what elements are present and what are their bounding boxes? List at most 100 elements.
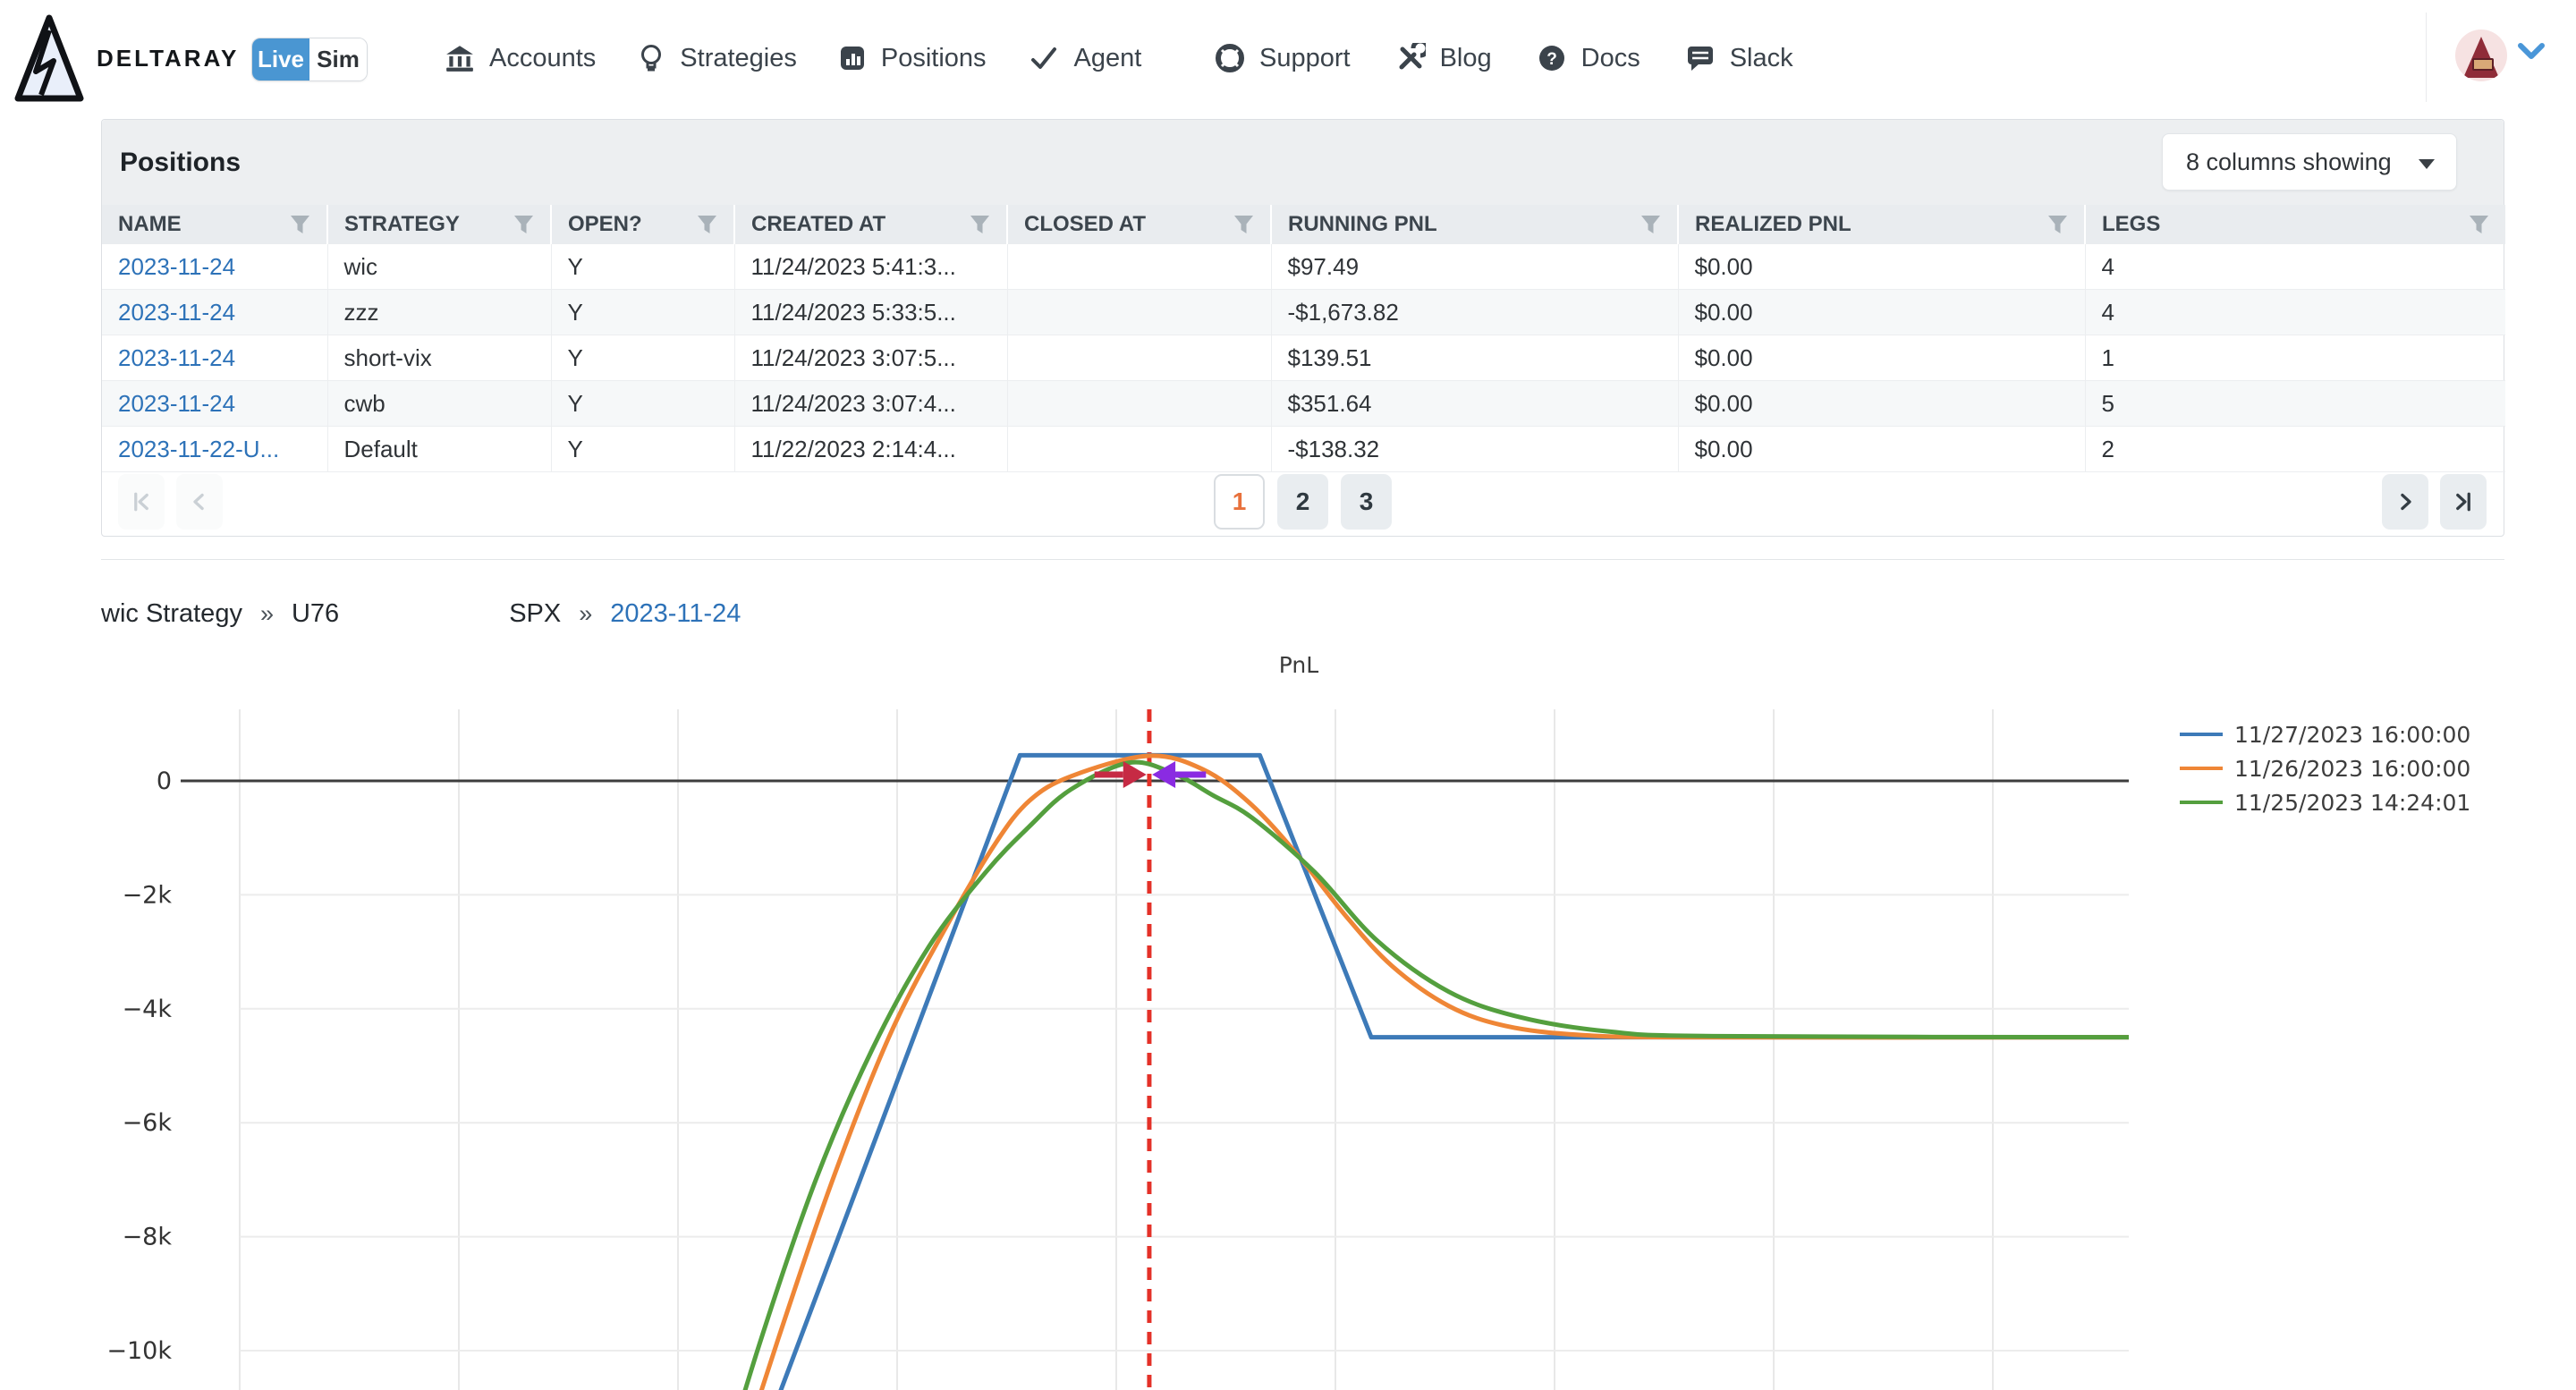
page-button-1[interactable]: 1 <box>1214 474 1265 530</box>
table-header-row: NAME STRATEGY OPEN? CREATED AT CLOSED AT RUNN… <box>102 205 2505 244</box>
breadcrumb-account: U76 <box>291 598 340 628</box>
column-header-running_pnl[interactable]: RUNNING PNL <box>1270 205 1678 244</box>
page-button-2[interactable]: 2 <box>1277 474 1328 530</box>
column-header-name[interactable]: NAME <box>102 205 327 244</box>
nav-item-accounts[interactable]: Accounts <box>445 43 596 73</box>
cell-name: 2023-11-24 <box>102 289 327 335</box>
cell-legs: 1 <box>2084 335 2505 381</box>
series-line <box>742 759 2129 1390</box>
table-row: 2023-11-24 wic Y 11/24/2023 5:41:3... $97.49… <box>102 244 2505 290</box>
cell-created_at: 11/24/2023 5:33:5... <box>733 289 1007 335</box>
last-page-button[interactable] <box>2440 474 2487 530</box>
nav-item-label: Slack <box>1729 43 1793 72</box>
position-name-link[interactable]: 2023-11-24 <box>118 252 236 280</box>
filter-funnel-icon[interactable] <box>1233 215 1254 234</box>
filter-funnel-icon[interactable] <box>2469 215 2489 234</box>
toggle-live[interactable]: Live <box>252 38 309 81</box>
position-name-link[interactable]: 2023-11-24 <box>118 298 236 326</box>
filter-funnel-icon[interactable] <box>290 215 310 234</box>
cell-closed_at <box>1006 244 1271 290</box>
nav-item-label: Accounts <box>489 43 597 72</box>
cell-created_at: 11/24/2023 3:07:5... <box>733 335 1007 381</box>
nav-item-support[interactable]: Support <box>1215 43 1351 73</box>
nav-item-docs[interactable]: ? Docs <box>1537 43 1640 73</box>
cell-name: 2023-11-24 <box>102 380 327 427</box>
live-sim-toggle: Live Sim <box>251 38 368 81</box>
nav-item-agent[interactable]: Agent <box>1028 44 1141 73</box>
cell-open: Y <box>550 335 734 381</box>
legend-label: 11/27/2023 16:00:00 <box>2234 722 2470 748</box>
avatar-figure-detail <box>2472 58 2494 71</box>
table-row: 2023-11-22-U... Default Y 11/22/2023 2:14:4… <box>102 426 2505 472</box>
cell-created_at: 11/24/2023 5:41:3... <box>733 244 1007 290</box>
series-line <box>758 753 2129 1390</box>
bank-icon <box>445 43 475 73</box>
filter-funnel-icon[interactable] <box>513 215 534 234</box>
y-tick-label: −2k <box>123 881 173 909</box>
nav-item-label: Docs <box>1580 43 1640 72</box>
chat-icon <box>1685 43 1716 73</box>
cell-strategy: Default <box>326 426 551 472</box>
cell-open: Y <box>550 244 734 290</box>
filter-funnel-icon[interactable] <box>2047 215 2068 234</box>
position-name-link[interactable]: 2023-11-24 <box>118 343 236 371</box>
cell-running_pnl: $139.51 <box>1270 335 1678 381</box>
nav-item-label: Strategies <box>680 43 797 72</box>
series-line <box>778 752 2129 1390</box>
nav-group-primary: Accounts Strategies Positions Agent <box>445 0 1141 116</box>
checkmark-icon <box>1028 44 1060 72</box>
pnl-chart: PnL 0 −2k −4k −6k −8k −10k 11/27/2023 16:00:00 1… <box>106 652 2470 1390</box>
cell-closed_at <box>1006 380 1271 427</box>
cell-running_pnl: -$1,673.82 <box>1270 289 1678 335</box>
deltaray-logo-icon[interactable] <box>14 14 84 102</box>
column-header-realized_pnl[interactable]: REALIZED PNL <box>1677 205 2085 244</box>
nav-item-slack[interactable]: Slack <box>1685 43 1793 73</box>
column-header-label: CLOSED AT <box>1024 212 1146 236</box>
column-header-closed_at[interactable]: CLOSED AT <box>1006 205 1271 244</box>
cell-legs: 2 <box>2084 426 2505 472</box>
question-circle-icon: ? <box>1537 43 1567 73</box>
nav-item-blog[interactable]: Blog <box>1395 43 1492 73</box>
filter-funnel-icon[interactable] <box>697 215 717 234</box>
next-page-button[interactable] <box>2382 474 2428 530</box>
nav-item-label: Support <box>1259 43 1351 72</box>
cell-strategy: short-vix <box>326 335 551 381</box>
toggle-sim[interactable]: Sim <box>309 38 367 81</box>
life-ring-icon <box>1215 43 1245 73</box>
filter-funnel-icon[interactable] <box>970 215 990 234</box>
chart-title: PnL <box>1279 652 1318 678</box>
cell-name: 2023-11-24 <box>102 244 327 290</box>
column-header-created_at[interactable]: CREATED AT <box>733 205 1007 244</box>
columns-dropdown[interactable]: 8 columns showing <box>2162 133 2457 191</box>
column-header-label: REALIZED PNL <box>1695 212 1852 236</box>
column-header-label: RUNNING PNL <box>1288 212 1437 236</box>
previous-page-button <box>176 474 223 530</box>
table-row: 2023-11-24 cwb Y 11/24/2023 3:07:4... $351.6… <box>102 380 2505 427</box>
column-header-legs[interactable]: LEGS <box>2084 205 2505 244</box>
breadcrumb-date-link[interactable]: 2023-11-24 <box>610 598 741 628</box>
avatar-figure <box>2463 37 2499 78</box>
pagination: 1 2 3 <box>102 470 2504 533</box>
position-name-link[interactable]: 2023-11-22-U... <box>118 435 280 462</box>
position-name-link[interactable]: 2023-11-24 <box>118 389 236 417</box>
breadcrumb-strategy: wic Strategy <box>101 598 242 628</box>
cell-strategy: zzz <box>326 289 551 335</box>
breadcrumb-separator: » <box>259 599 274 627</box>
nav-item-strategies[interactable]: Strategies <box>637 43 797 73</box>
columns-dropdown-label: 8 columns showing <box>2186 148 2392 175</box>
page-button-3[interactable]: 3 <box>1341 474 1392 530</box>
legend-label: 11/25/2023 14:24:01 <box>2234 790 2470 816</box>
column-header-open[interactable]: OPEN? <box>550 205 734 244</box>
filter-funnel-icon[interactable] <box>1640 215 1661 234</box>
cell-realized_pnl: $0.00 <box>1677 244 2085 290</box>
cell-legs: 4 <box>2084 289 2505 335</box>
column-header-strategy[interactable]: STRATEGY <box>326 205 551 244</box>
cell-created_at: 11/22/2023 2:14:4... <box>733 426 1007 472</box>
user-menu-chevron-down-icon[interactable] <box>2516 41 2546 67</box>
cell-closed_at <box>1006 335 1271 381</box>
y-tick-label: −8k <box>123 1224 173 1251</box>
user-avatar[interactable] <box>2455 30 2507 81</box>
brand-name: DELTARAY <box>97 45 240 72</box>
cell-running_pnl: -$138.32 <box>1270 426 1678 472</box>
nav-item-positions[interactable]: Positions <box>838 44 987 73</box>
